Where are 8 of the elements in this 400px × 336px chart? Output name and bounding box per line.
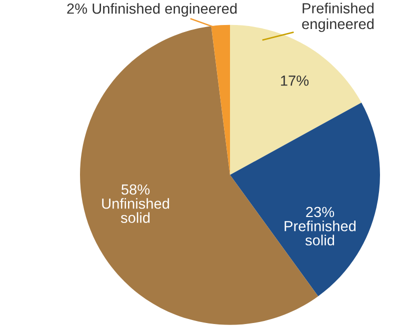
data-label: 17% [281, 76, 309, 86]
slice-label: Prefinished engineered [302, 2, 374, 32]
data-label: 23% [306, 206, 334, 218]
slice-label: Prefinished solid [284, 220, 356, 246]
slice-label: 2% Unfinished engineered [67, 3, 237, 17]
data-label: 58% [121, 184, 150, 195]
slice-label: Unfinished solid [102, 198, 170, 223]
pie-slice [230, 102, 380, 296]
